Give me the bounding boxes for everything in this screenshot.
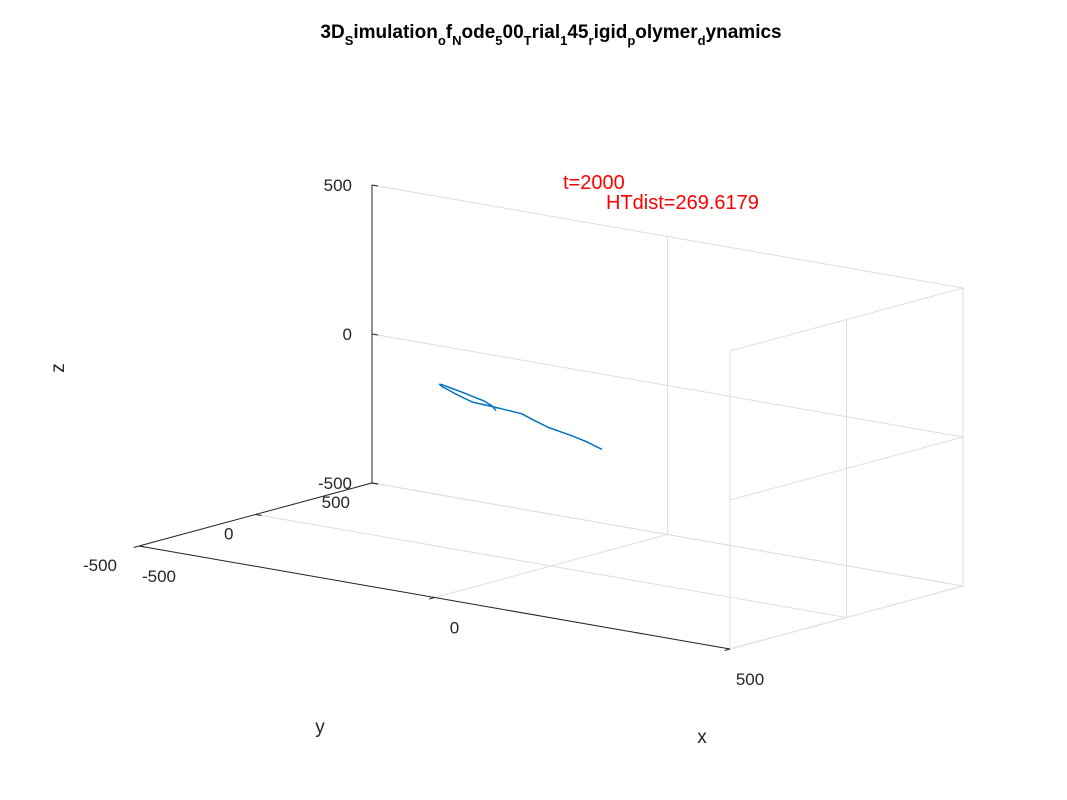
- x-tick-mark: [724, 648, 731, 651]
- grid-line: [255, 514, 847, 618]
- z-tick-mark: [371, 333, 379, 336]
- chart-title-part: igid: [594, 22, 628, 43]
- chart-title: 3DSimulationofNode500Trial145rigidpolyme…: [320, 22, 781, 48]
- z-tick-label: 0: [343, 325, 352, 344]
- x-tick-label: 500: [736, 670, 764, 689]
- y-tick-mark: [371, 482, 379, 485]
- chart-title-part: rial: [532, 22, 561, 43]
- grid-line: [371, 184, 964, 289]
- chart-title-part: ynamics: [706, 22, 782, 43]
- grid-line: [729, 436, 964, 501]
- grid-line: [729, 287, 964, 352]
- chart-title-part: d: [698, 33, 706, 48]
- z-tick-label: -500: [318, 474, 352, 493]
- time-annotation: t=2000: [563, 172, 625, 194]
- chart-title-part: 00: [503, 22, 524, 43]
- chart-title-part: S: [345, 33, 354, 48]
- chart-title-part: ode: [461, 22, 495, 43]
- y-tick-mark: [255, 514, 262, 516]
- x-tick-label: 0: [450, 619, 459, 638]
- x-tick-mark: [428, 597, 435, 600]
- z-axis-label: z: [48, 363, 69, 373]
- y-tick-label: 500: [322, 493, 350, 512]
- x-tick-label: -500: [142, 567, 176, 586]
- chart-title-part: 1: [560, 33, 567, 48]
- chart-title-part: r: [589, 33, 594, 48]
- chart-title-part: f: [446, 22, 453, 43]
- chart-title-part: T: [524, 33, 532, 48]
- z-tick-mark: [371, 184, 379, 187]
- y-tick-label: -500: [83, 556, 117, 575]
- chart-title-part: o: [438, 33, 446, 48]
- chart-title-part: p: [627, 33, 635, 48]
- chart-title-part: 45: [567, 22, 589, 43]
- head-tail-distance-annotation: HTdist=269.6179: [606, 192, 759, 214]
- grid-line: [371, 482, 964, 587]
- y-tick-mark: [138, 545, 146, 548]
- chart-title-part: imulation: [353, 22, 437, 43]
- x-axis-label: x: [697, 727, 707, 748]
- chart-title-part: olymer: [635, 22, 698, 43]
- polymer-curve-line: [438, 383, 603, 450]
- grid-line: [371, 333, 964, 438]
- chart-title-part: N: [452, 33, 461, 48]
- chart-title-part: 3D: [320, 22, 344, 43]
- y-tick-label: 0: [224, 525, 233, 544]
- z-tick-label: 500: [324, 176, 352, 195]
- chart-title-part: 5: [495, 33, 502, 48]
- x-tick-mark: [133, 545, 140, 548]
- y-axis-label: y: [315, 717, 325, 738]
